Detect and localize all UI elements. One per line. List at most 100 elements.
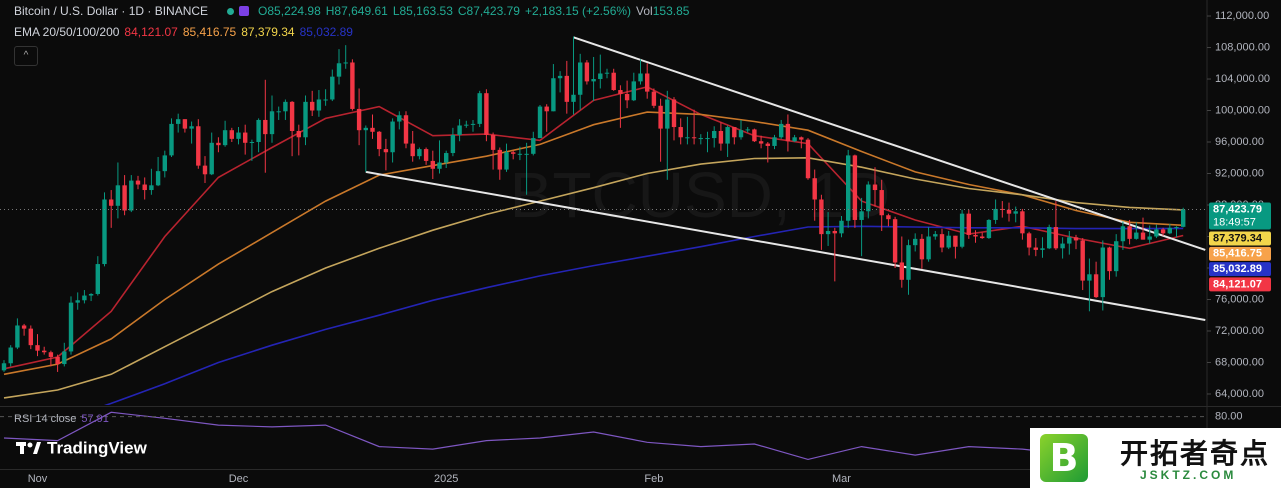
candle-body: [571, 94, 576, 102]
ema-badge-label: 87,379.34: [1213, 232, 1263, 244]
candle-body: [303, 101, 308, 138]
candle-body: [725, 127, 730, 144]
y-tick-label: 96,000.00: [1215, 136, 1264, 148]
candle-body: [28, 328, 33, 346]
candle-body: [68, 302, 74, 352]
candle-body: [799, 137, 804, 140]
candle-body: [209, 142, 214, 175]
candle-body: [109, 199, 114, 206]
candle-body: [1026, 233, 1032, 248]
site-logo: B: [1040, 434, 1088, 482]
candle-body: [236, 132, 241, 139]
candle-body: [162, 155, 167, 172]
candle-body: [665, 99, 670, 129]
candle-body: [1167, 227, 1172, 234]
candle-body: [82, 295, 87, 301]
candle-body: [316, 99, 322, 111]
candle-body: [48, 352, 54, 357]
candle-body: [564, 75, 569, 102]
candle-body: [939, 234, 945, 248]
candle-body: [691, 137, 697, 139]
candle-body: [430, 160, 435, 169]
candle-body: [350, 62, 355, 109]
candle-body: [229, 130, 234, 139]
ema-badge-label: 85,032.89: [1213, 263, 1262, 275]
collapse-button[interactable]: ^: [14, 46, 38, 66]
candle-body: [283, 101, 288, 112]
candle-body: [410, 143, 415, 157]
candle-body: [919, 238, 925, 260]
candle-body: [55, 356, 60, 365]
ema-badge: [1209, 262, 1271, 277]
y-tick-label: 108,000.00: [1215, 41, 1270, 53]
candle-body: [370, 127, 375, 132]
candle-body: [1060, 243, 1065, 249]
candle-body: [852, 155, 858, 220]
candle-body: [1093, 274, 1099, 298]
candle-body: [122, 185, 127, 211]
candle-body: [899, 262, 904, 280]
candle-body: [289, 101, 295, 131]
ohlc-change: +2,183.15 (+2.56%): [524, 4, 632, 18]
candle-body: [1040, 248, 1045, 250]
candle-body: [866, 184, 871, 212]
candle-body: [35, 345, 40, 351]
ema-badge: [1209, 277, 1271, 292]
rsi-legend: RSI 14 close 57.91: [14, 413, 109, 425]
candle-body: [497, 149, 502, 170]
countdown-label: 18:49:57: [1213, 216, 1256, 228]
candle-body: [1, 363, 7, 371]
ema-legend-value: 85,416.75: [182, 25, 237, 39]
candle-body: [142, 184, 147, 191]
candle-body: [149, 185, 154, 191]
candle-body: [685, 137, 690, 139]
candle-body: [42, 350, 47, 353]
candle-body: [450, 134, 456, 154]
candle-body: [8, 347, 13, 364]
x-tick-label: Feb: [644, 473, 663, 485]
ema-name: EMA 20/50/100/200: [14, 25, 120, 39]
candle-body: [819, 199, 824, 235]
ema-line: [3, 111, 1184, 376]
candle-body: [1147, 236, 1152, 240]
candle-body: [1087, 274, 1092, 281]
candle-body: [658, 105, 663, 129]
watermark: BTCUSD, 1D: [510, 159, 891, 231]
candle-body: [531, 138, 536, 154]
candle-body: [437, 162, 442, 169]
candle-body: [718, 130, 724, 144]
candle-body: [933, 234, 938, 237]
candle-body: [738, 130, 744, 138]
candle-body: [631, 81, 636, 101]
candle-body: [21, 325, 27, 329]
candle-body: [182, 119, 188, 129]
x-tick-label: 2025: [434, 473, 458, 485]
candle-body: [1053, 227, 1059, 249]
candle-body: [973, 234, 978, 237]
candle-body: [638, 73, 643, 82]
candle-body: [1047, 227, 1052, 249]
ema-legend: EMA 20/50/100/200 84,121.07 85,416.75 87,3…: [14, 25, 353, 39]
symbol-title: Bitcoin / U.S. Dollar · 1D · BINANCE: [14, 4, 209, 18]
candle-body: [698, 138, 703, 140]
candle-body: [611, 72, 616, 91]
candle-body: [1107, 247, 1112, 272]
candle-body: [959, 213, 965, 247]
ohlc-open: O85,224.98: [258, 4, 321, 18]
candle-body: [584, 62, 590, 82]
candle-body: [390, 121, 395, 153]
candle-body: [323, 99, 328, 101]
candle-body: [752, 129, 757, 142]
candle-body: [176, 119, 181, 124]
ema-badge: [1209, 231, 1271, 246]
candle-body: [712, 130, 717, 139]
candle-body: [276, 111, 281, 113]
candle-body: [524, 153, 529, 155]
candle-body: [745, 129, 750, 131]
candle-body: [732, 127, 737, 138]
candle-body: [263, 119, 268, 135]
candle-body: [490, 134, 496, 150]
ema-legend-value: 84,121.07: [124, 25, 178, 39]
ema-line: [103, 225, 1184, 405]
